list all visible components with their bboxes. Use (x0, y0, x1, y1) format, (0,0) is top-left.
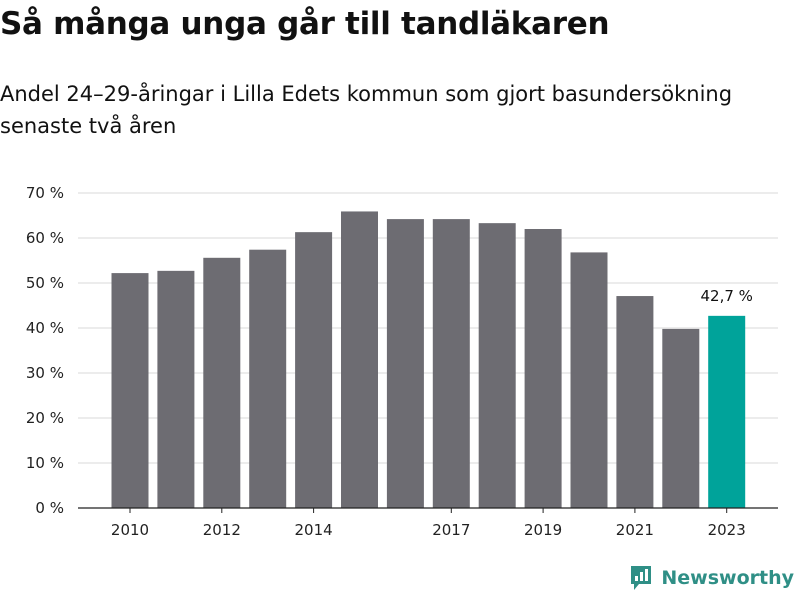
y-tick-label: 40 % (26, 319, 64, 337)
bar-2011 (157, 270, 195, 508)
x-tick-label: 2021 (616, 521, 654, 539)
y-tick-label: 0 % (35, 499, 64, 517)
y-tick-label: 20 % (26, 409, 64, 427)
bar-2012 (203, 257, 241, 508)
x-tick-label: 2010 (111, 521, 149, 539)
bar-chart: 0 % 10 % 20 % 30 % 40 % 50 % 60 % 70 % 2010 2012 2… (26, 184, 778, 539)
x-tick-label: 2014 (295, 521, 333, 539)
newsworthy-logo-icon (631, 566, 652, 590)
bar-2023 (708, 315, 746, 508)
bar-2021 (616, 296, 654, 508)
bar-2022 (662, 328, 700, 508)
bar-2015 (341, 211, 378, 508)
brand-name: Newsworthy (661, 567, 794, 589)
data-label: 42,7 % (700, 287, 752, 305)
x-tick-label: 2023 (708, 521, 746, 539)
bar-2016 (386, 219, 424, 508)
bar-2019 (524, 229, 562, 508)
y-tick-label: 60 % (26, 229, 64, 247)
newsworthy-brand: Newsworthy (629, 564, 794, 592)
chart-subtitle: Andel 24–29-åringar i Lilla Edets kommun… (0, 82, 733, 138)
y-tick-label: 30 % (26, 364, 64, 382)
bar-2020 (570, 252, 608, 508)
y-tick-label: 70 % (26, 184, 64, 202)
chart-title: Så många unga går till tandläkaren (0, 6, 610, 42)
bar-2018 (478, 223, 516, 508)
bar-2014 (295, 232, 333, 508)
x-tick-label: 2019 (524, 521, 562, 539)
x-tick-label: 2017 (432, 521, 470, 539)
x-tick-label: 2012 (203, 521, 241, 539)
bar-2017 (432, 219, 470, 508)
y-tick-label: 50 % (26, 274, 64, 292)
y-tick-label: 10 % (26, 454, 64, 472)
bar-2013 (249, 249, 287, 508)
bar-2010 (111, 273, 149, 508)
